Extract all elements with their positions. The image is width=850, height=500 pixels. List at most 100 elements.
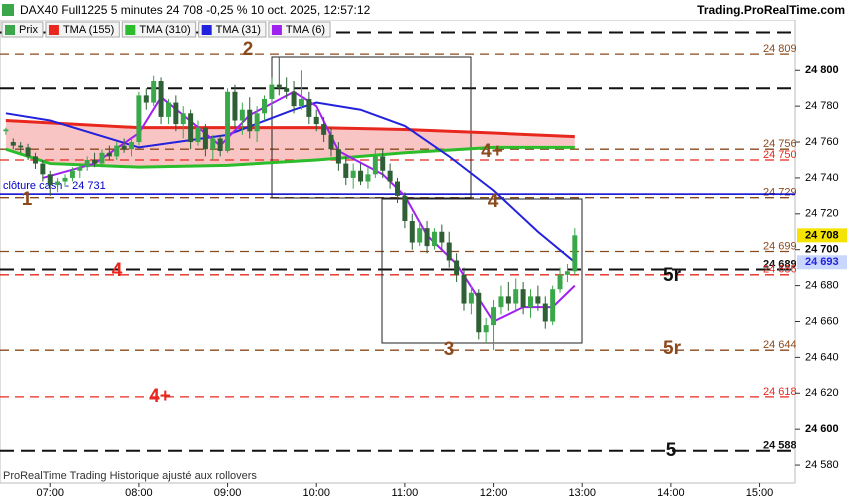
candle-body [454, 260, 460, 275]
legend-label: TMA (6) [286, 24, 325, 36]
wave-label: 5 [666, 440, 677, 461]
candle-body [564, 271, 570, 275]
wave-label: 2 [243, 39, 254, 60]
level-label: 24 689 [763, 258, 797, 270]
x-tick-label: 09:00 [214, 487, 242, 499]
price-marker [797, 255, 847, 270]
candle-body [84, 159, 90, 168]
candle-body [254, 113, 260, 132]
candle-body [505, 296, 511, 304]
level-label: 24 644 [763, 339, 797, 351]
candle-body [343, 163, 349, 178]
x-tick-label: 11:00 [392, 487, 419, 499]
wave-label: 3 [444, 339, 455, 360]
candle-body [276, 84, 282, 89]
candle-body [550, 289, 556, 322]
legend-label: Prix [19, 24, 38, 36]
footer: ProRealTime Trading Historique ajusté au… [3, 470, 257, 482]
legend-swatch [48, 25, 59, 35]
ma-line [5, 145, 575, 169]
candle-body [55, 181, 61, 186]
level-label: 24 699 [763, 240, 797, 252]
y-tick-label: 24 620 [805, 387, 839, 399]
candle-body [557, 274, 563, 290]
candle-body [424, 228, 430, 247]
x-tick-label: 14:00 [657, 487, 685, 499]
candle-body [136, 95, 142, 143]
level-label: 24 686 [763, 264, 797, 276]
legend-swatch [5, 25, 15, 35]
candle-body [409, 220, 415, 243]
candle-body [239, 109, 245, 121]
y-tick-label: 24 600 [805, 423, 839, 435]
candle-body [18, 145, 24, 148]
site-name: Trading.ProRealTime.com [697, 3, 845, 17]
ma-band [5, 120, 575, 168]
candle-body [313, 116, 319, 125]
candle-body [439, 231, 445, 243]
candle-body [217, 138, 223, 152]
candle-body [114, 145, 120, 157]
candle-body [173, 102, 179, 125]
candle-body [291, 91, 297, 107]
candle-body [535, 296, 541, 304]
candle-body [335, 149, 341, 164]
candle-body [106, 152, 112, 157]
candle-body [158, 81, 164, 117]
candle-body [92, 159, 98, 164]
price-marker-label: 24 693 [805, 256, 839, 268]
candle-body [520, 289, 526, 308]
candle-body [188, 113, 194, 143]
candle-body [165, 102, 171, 117]
candle-body [431, 231, 437, 247]
candle-body [195, 127, 201, 143]
close-label: clôture cash - 24 731 [3, 180, 106, 192]
x-tick-label: 08:00 [125, 487, 153, 499]
candle-body [232, 91, 238, 121]
y-tick-label: 24 580 [805, 459, 839, 471]
candle-body [247, 109, 253, 132]
candle-body [10, 142, 16, 146]
y-tick-label: 24 800 [805, 64, 839, 76]
legend-item [268, 21, 331, 38]
candle-body [476, 292, 482, 333]
header-bar [0, 0, 850, 20]
candle-body [151, 81, 157, 103]
candle-body [129, 142, 135, 150]
candle-body [468, 292, 474, 304]
y-tick-label: 24 740 [805, 172, 839, 184]
candle-body [284, 88, 290, 92]
y-axis-panel [796, 20, 850, 483]
candle-body [358, 170, 364, 182]
legend-swatch [125, 25, 136, 35]
candle-body [210, 138, 216, 150]
legend-swatch [201, 25, 212, 35]
wave-label: 1 [22, 189, 33, 210]
wave-label: 4+ [481, 141, 503, 162]
legend-label: TMA (155) [63, 24, 114, 36]
candle-body [262, 98, 268, 114]
candle-body [180, 113, 186, 125]
legend-swatch [271, 25, 282, 35]
candle-body [306, 98, 312, 117]
candle-body [328, 134, 334, 150]
candle-body [121, 145, 127, 150]
candle-body [380, 156, 386, 171]
level-label: 24 618 [763, 386, 797, 398]
ma-line [42, 90, 576, 323]
candle-body [3, 129, 9, 132]
range-box [381, 198, 583, 344]
candle-body [47, 174, 53, 186]
wave-label: 4+ [149, 386, 171, 407]
candle-body [99, 152, 105, 164]
candle-body [498, 296, 504, 308]
wave-label: 5r [663, 338, 682, 359]
wave-label: 4 [112, 260, 123, 281]
candle-body [77, 167, 83, 171]
level-label: 24 750 [763, 149, 797, 161]
candle-body [572, 235, 578, 272]
y-tick-label: 24 760 [805, 136, 839, 148]
legend-item [45, 21, 120, 38]
